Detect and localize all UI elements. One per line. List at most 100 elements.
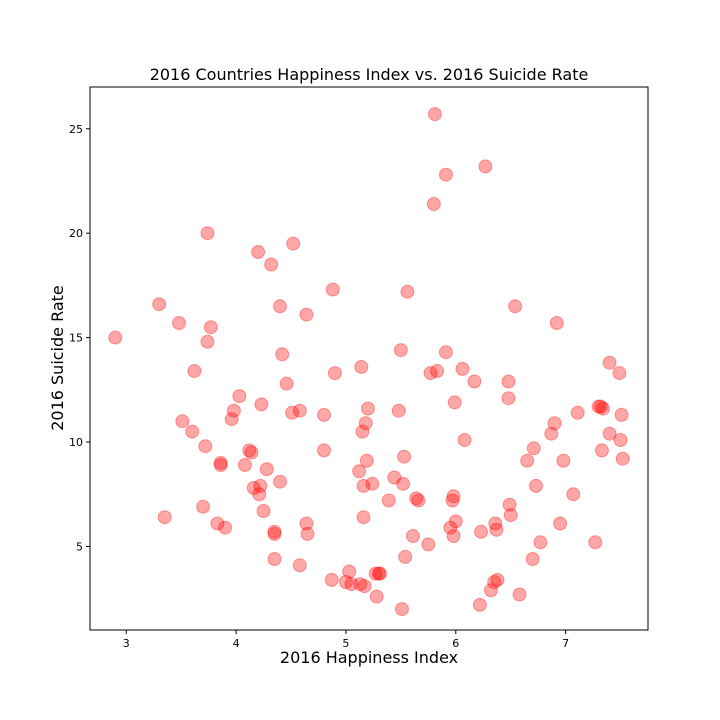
y-tick-label: 25 [69, 123, 83, 136]
data-point-99 [487, 575, 502, 589]
data-point-61 [360, 401, 375, 416]
data-point-18 [232, 389, 247, 404]
data-point-34 [273, 474, 287, 489]
data-point-53 [353, 577, 368, 592]
data-point-94 [467, 374, 482, 389]
data-point-86 [443, 520, 458, 535]
y-tick-label: 20 [69, 227, 83, 240]
data-point-121 [588, 535, 603, 550]
data-point-131 [615, 451, 630, 466]
data-point-70 [393, 343, 408, 358]
data-point-57 [356, 478, 371, 493]
data-point-100 [488, 516, 503, 531]
data-point-50 [342, 564, 357, 579]
data-point-64 [369, 589, 384, 604]
data-point-80 [423, 366, 438, 381]
data-point-37 [285, 405, 300, 420]
data-point-5 [185, 424, 200, 439]
data-point-66 [373, 566, 387, 581]
data-point-127 [602, 426, 617, 441]
data-point-107 [508, 299, 523, 314]
data-point-95 [472, 597, 487, 612]
data-point-20 [242, 443, 257, 458]
data-point-114 [544, 426, 559, 441]
data-point-30 [267, 526, 282, 541]
x-tick-label: 4 [233, 637, 240, 650]
x-axis-ticks: 3 4 5 6 7 [123, 630, 569, 650]
data-point-105 [502, 497, 517, 512]
data-point-87 [445, 493, 460, 508]
data-point-52 [352, 464, 367, 479]
data-point-123 [593, 399, 608, 414]
data-point-72 [396, 476, 411, 491]
data-point-78 [411, 493, 426, 508]
y-axis-title: 2016 Suicide Rate [48, 285, 67, 431]
data-point-22 [246, 481, 261, 495]
data-point-74 [398, 549, 413, 564]
data-point-118 [556, 453, 571, 468]
data-point-2 [157, 510, 172, 525]
data-point-65 [371, 566, 386, 581]
data-point-7 [196, 499, 211, 514]
data-point-97 [478, 159, 493, 174]
x-tick-label: 3 [123, 637, 130, 650]
data-point-41 [299, 307, 314, 322]
data-point-101 [489, 522, 504, 537]
data-point-14 [213, 458, 228, 472]
data-point-67 [381, 493, 396, 508]
data-point-112 [529, 478, 543, 493]
data-point-62 [365, 476, 380, 491]
data-point-15 [218, 520, 233, 535]
data-point-124 [596, 401, 610, 416]
data-point-63 [368, 566, 383, 581]
data-point-39 [292, 403, 307, 418]
data-point-79 [421, 537, 436, 552]
data-point-1 [152, 297, 167, 312]
data-point-84 [438, 345, 453, 360]
data-point-24 [252, 487, 267, 502]
data-point-82 [427, 107, 442, 122]
data-point-106 [503, 508, 518, 523]
data-point-110 [525, 552, 540, 566]
y-tick-label: 5 [76, 540, 83, 553]
data-point-44 [317, 407, 331, 422]
data-point-125 [594, 443, 609, 458]
data-point-103 [501, 374, 516, 389]
data-point-27 [256, 504, 271, 518]
x-tick-label: 6 [452, 637, 459, 650]
data-point-59 [358, 416, 373, 431]
data-point-109 [520, 453, 535, 468]
data-point-47 [325, 282, 340, 297]
data-point-113 [533, 535, 548, 550]
data-point-69 [391, 403, 406, 418]
data-point-56 [356, 510, 371, 525]
data-point-49 [338, 575, 353, 589]
data-point-120 [570, 405, 585, 420]
data-point-46 [324, 572, 339, 587]
data-points [108, 107, 630, 617]
data-point-17 [226, 403, 241, 418]
data-point-91 [448, 514, 463, 529]
data-point-93 [457, 433, 472, 447]
data-point-31 [267, 524, 282, 539]
data-point-60 [359, 453, 374, 468]
data-point-4 [175, 414, 190, 429]
data-point-119 [566, 487, 581, 502]
data-point-96 [474, 524, 488, 539]
data-point-45 [317, 443, 331, 458]
data-point-25 [253, 478, 268, 493]
data-point-10 [200, 334, 215, 349]
data-point-48 [327, 366, 342, 381]
data-point-43 [300, 526, 315, 541]
data-point-33 [273, 299, 287, 314]
y-tick-label: 15 [69, 332, 83, 345]
data-point-28 [259, 462, 274, 477]
data-point-11 [203, 320, 218, 335]
data-point-32 [267, 552, 282, 566]
x-tick-label: 5 [342, 637, 349, 650]
data-point-89 [446, 489, 461, 504]
data-point-19 [237, 458, 252, 472]
y-tick-label: 10 [69, 436, 83, 449]
data-point-88 [446, 529, 461, 543]
data-point-36 [279, 376, 294, 391]
